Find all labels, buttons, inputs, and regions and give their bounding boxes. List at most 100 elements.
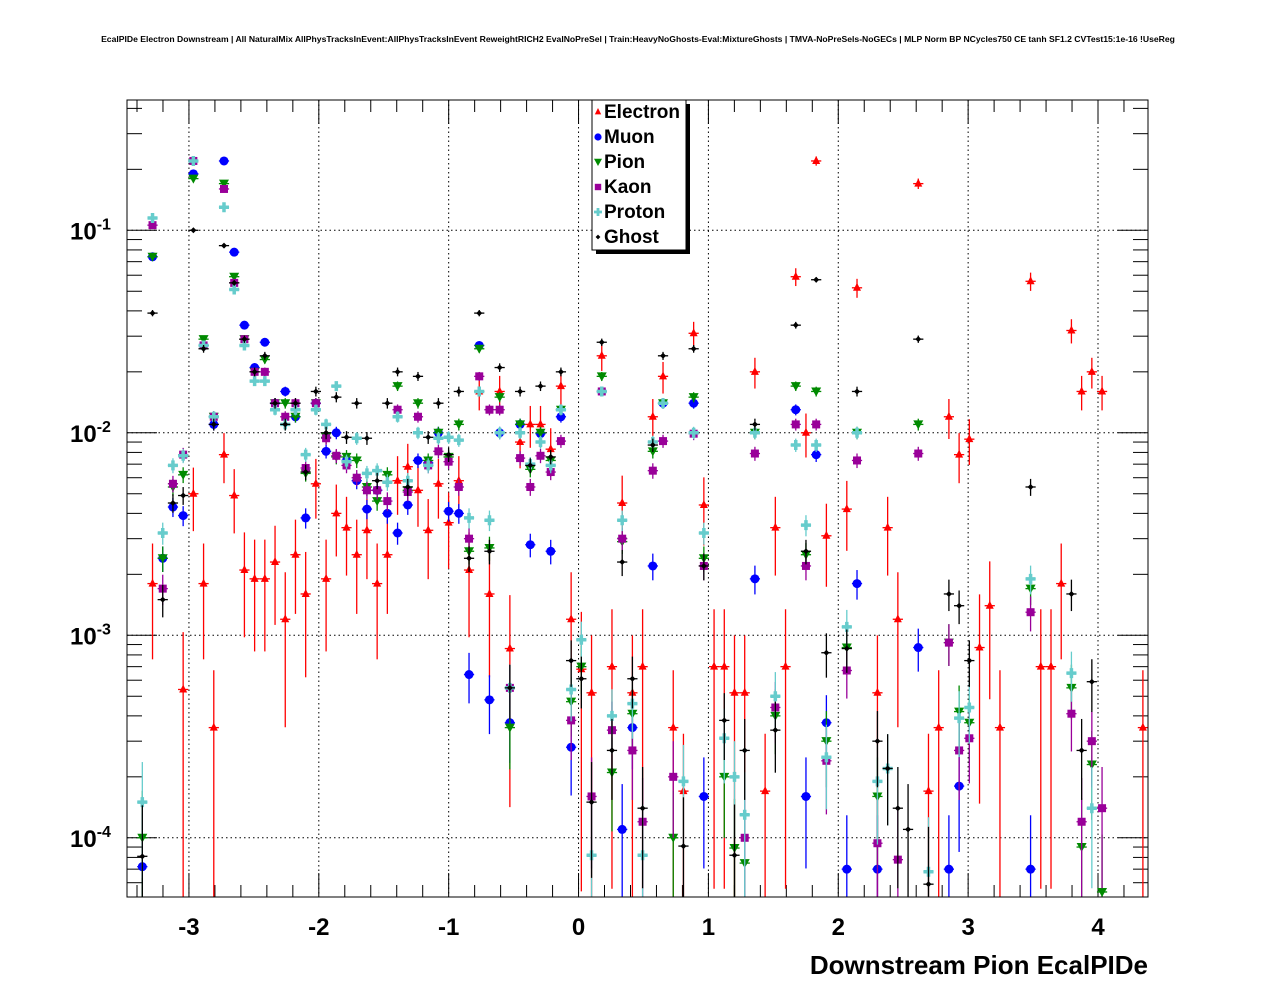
ghost-marker [619,559,626,566]
data-point [147,543,158,660]
muon-marker [689,398,699,408]
legend-label: Muon [604,127,655,148]
pion-marker [372,497,383,507]
kaon-marker [495,405,504,414]
data-point [892,766,903,889]
data-point [657,361,669,394]
data-point [545,450,556,465]
data-point [1096,375,1108,411]
electron-marker [260,573,269,582]
data-point [218,156,230,166]
x-tick-label: 1 [702,914,715,941]
ghost-marker [813,276,820,283]
ghost-marker [486,548,493,555]
data-point [412,464,424,527]
proton-marker [259,376,270,387]
proton-marker [412,427,423,438]
data-point [954,433,965,484]
electron-marker [209,722,218,731]
data-point [484,551,495,678]
pion-marker [412,399,423,409]
kaon-marker [1067,709,1076,718]
data-point [1045,609,1057,889]
data-point [423,458,434,474]
kaon-marker [168,479,177,488]
data-point [1076,718,1087,800]
data-point [280,386,291,397]
ghost-marker [966,657,973,664]
data-point [453,386,464,397]
data-point [320,444,332,459]
data-point [545,539,556,565]
y-tick-label: 10-4 [70,824,111,853]
pion-marker [668,833,679,843]
electron-marker [271,557,280,566]
data-point [463,546,475,573]
proton-marker [249,376,260,387]
pion-marker [790,382,801,392]
muon-marker [484,695,494,705]
data-point [617,549,628,577]
data-point [739,718,750,800]
data-point [147,221,158,230]
data-point [535,448,546,464]
proton-marker [594,208,602,216]
ghost-marker [302,469,309,476]
electron-marker [505,643,514,652]
electron-marker [526,419,535,428]
kaon-marker [853,456,862,465]
kaon-marker [812,420,821,429]
electron-marker [424,525,433,534]
data-point [586,762,597,878]
data-point [780,609,791,889]
proton-marker [433,433,444,444]
electron-marker [383,549,392,558]
data-point [851,426,863,440]
proton-marker [1086,803,1097,814]
muon-marker [617,824,627,834]
data-point [218,433,230,484]
data-point [300,447,311,462]
proton-marker [954,713,965,724]
muon-marker [546,546,556,556]
data-point [1025,478,1036,496]
kaon-marker [393,405,402,414]
data-point [443,431,454,444]
ghost-marker [629,675,636,682]
data-point [770,701,781,773]
muon-marker [178,511,188,521]
proton-marker [535,437,546,448]
ghost-marker [680,843,687,850]
data-point [790,321,801,329]
data-point [708,609,720,889]
electron-marker [1138,722,1147,731]
data-point [698,553,709,581]
legend-item-muon: Muon [594,127,655,148]
data-point [749,446,761,461]
data-point [412,398,424,409]
x-tick-label: 0 [572,914,585,941]
data-point [494,363,505,372]
data-point [974,594,985,804]
data-point [300,464,311,481]
electron-marker [985,600,994,609]
data-point [1137,670,1148,897]
ghost-marker [639,805,646,812]
ghost-marker [476,310,483,317]
legend: Electron Muon Pion Kaon Proton Ghost [591,99,690,254]
ghost-marker [915,336,922,343]
pion-marker [280,399,291,409]
data-point [790,268,801,287]
kaon-marker [475,372,484,381]
ghost-marker [956,602,963,609]
data-point [698,757,709,869]
pion-marker [188,174,199,184]
data-point [259,376,270,387]
data-point [800,515,812,537]
data-point [525,405,536,448]
data-point [392,381,403,392]
data-point [943,815,955,897]
proton-marker [821,752,832,763]
muon-marker [229,247,239,257]
pion-marker [392,382,403,392]
